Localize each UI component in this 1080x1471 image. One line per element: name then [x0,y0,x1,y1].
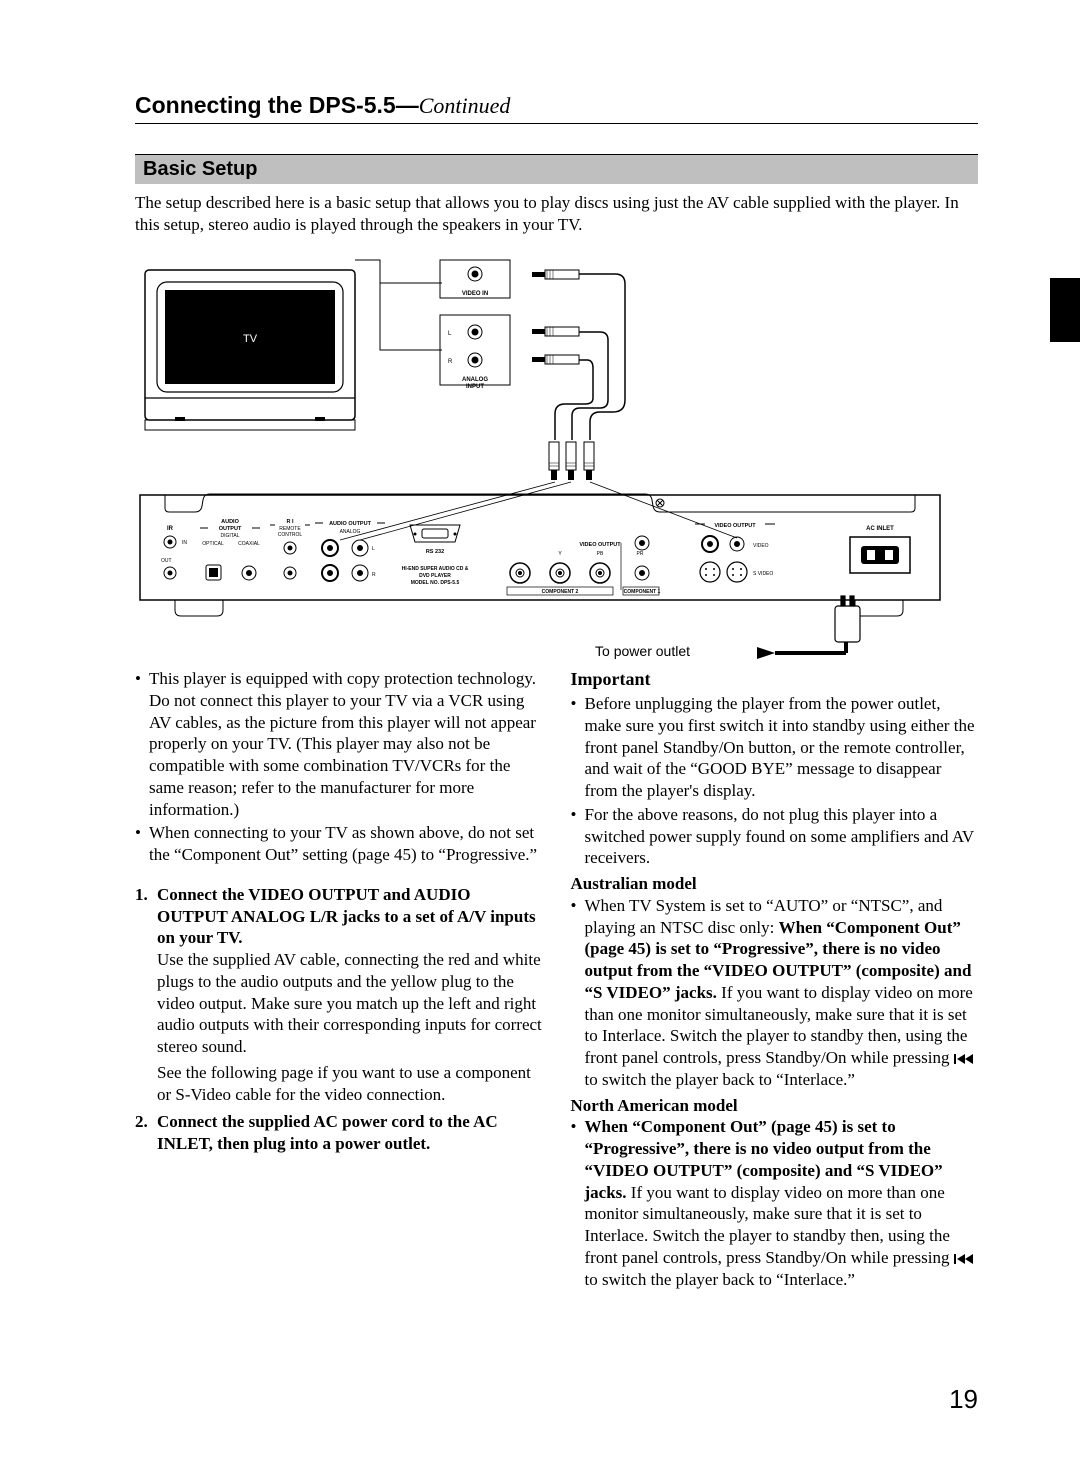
page-title-main: Connecting the DPS-5.5 [135,92,396,118]
svg-text:S VIDEO: S VIDEO [753,571,773,577]
skip-back-icon [954,1253,974,1265]
svg-text:DVD PLAYER: DVD PLAYER [419,573,451,579]
bullet-dot-icon: • [571,1116,585,1290]
cable-plugs-tv [532,270,579,364]
step-1-bold: Connect the VIDEO OUTPUT and AUDIO OUTPU… [157,885,536,948]
bullet-dot-icon: • [571,895,585,1091]
svg-text:COMPONENT 1: COMPONENT 1 [624,589,661,595]
na-post1: If you want to display video on more tha… [585,1183,954,1267]
svg-text:AC INLET: AC INLET [866,526,894,532]
leader-lines [340,482,737,540]
left-bullet-2: • When connecting to your TV as shown ab… [135,822,543,866]
svg-text:AUDIO OUTPUT: AUDIO OUTPUT [329,521,372,527]
svg-text:Y: Y [558,551,562,557]
svg-text:TV: TV [243,333,258,345]
north-american-model-label: North American model [571,1095,979,1117]
right-bullet-1: • Before unplugging the player from the … [571,693,979,802]
step-2: 2. Connect the supplied AC power cord to… [135,1111,543,1155]
svg-text:PB: PB [597,551,604,557]
aus-bullet-text: When TV System is set to “AUTO” or “NTSC… [585,895,979,1091]
page-title-header: Connecting the DPS-5.5—Continued [135,92,978,124]
svg-text:VIDEO OUTPUT: VIDEO OUTPUT [714,523,756,529]
svg-text:PR: PR [637,551,644,557]
svg-text:INPUT: INPUT [466,384,484,390]
svg-text:VIDEO: VIDEO [753,543,769,549]
bullet-dot-icon: • [135,822,149,866]
svg-text:RS 232: RS 232 [426,549,444,555]
step-1-para-2: See the following page if you want to us… [157,1062,543,1106]
svg-text:HI-END SUPER AUDIO CD &: HI-END SUPER AUDIO CD & [402,566,469,572]
left-bullet-2-text: When connecting to your TV as shown abov… [149,822,543,866]
page-number: 19 [949,1384,978,1415]
step-1: 1. Connect the VIDEO OUTPUT and AUDIO OU… [135,884,543,1110]
svg-text:R: R [448,359,453,365]
left-bullet-1: • This player is equipped with copy prot… [135,668,543,820]
svg-text:L: L [372,546,375,552]
svg-text:IR: IR [167,526,174,532]
bullet-dot-icon: • [571,804,585,869]
svg-text:R: R [372,572,376,578]
page-title-suffix: Continued [419,93,511,118]
right-bullet-2-text: For the above reasons, do not plug this … [585,804,979,869]
svg-text:VIDEO OUTPUT: VIDEO OUTPUT [579,542,621,548]
svg-text:ANALOG: ANALOG [462,377,488,383]
tv-illustration: TV [145,270,355,430]
svg-text:VIDEO IN: VIDEO IN [462,291,488,297]
aus-bullet: • When TV System is set to “AUTO” or “NT… [571,895,979,1091]
svg-text:COMPONENT 2: COMPONENT 2 [542,589,579,595]
svg-text:To power outlet: To power outlet [595,643,690,659]
svg-text:ANALOG: ANALOG [340,529,361,535]
na-post2: to switch the player back to “Interlace.… [585,1270,855,1289]
player-rear-panel: IR IN OUT AUDIO OUTPUT DIGITAL OPTICAL C… [140,494,940,616]
section-heading: Basic Setup [135,154,978,184]
tv-inputs: VIDEO IN L R ANALOG INPUT [355,260,510,390]
svg-text:COAXIAL: COAXIAL [238,541,260,547]
page-content: Connecting the DPS-5.5—Continued Basic S… [0,0,1080,1292]
left-bullet-1-text: This player is equipped with copy protec… [149,668,543,820]
step-1-number: 1. [135,884,157,1110]
step-2-body: Connect the supplied AC power cord to th… [157,1111,543,1155]
svg-text:R I: R I [286,519,294,525]
svg-text:OUT: OUT [161,558,172,564]
na-bullet-text: When “Component Out” (page 45) is set to… [585,1116,979,1290]
svg-text:CONTROL: CONTROL [278,532,303,538]
svg-text:AUDIO: AUDIO [221,519,239,525]
svg-text:OPTICAL: OPTICAL [202,541,224,547]
diagram-svg: TV VIDEO IN L R ANALOG INPUT [135,250,945,660]
step-1-para-1: Use the supplied AV cable, connecting th… [157,949,543,1058]
page-margin-mark [1050,278,1080,342]
step-2-number: 2. [135,1111,157,1155]
bullet-dot-icon: • [571,693,585,802]
step-1-body: Connect the VIDEO OUTPUT and AUDIO OUTPU… [157,884,543,1110]
svg-text:MODEL NO. DPS-5.5: MODEL NO. DPS-5.5 [411,580,460,586]
svg-text:IN: IN [182,540,187,546]
skip-back-icon [954,1053,974,1065]
svg-text:L: L [448,331,452,337]
svg-text:OUTPUT: OUTPUT [219,526,242,532]
intro-text: The setup described here is a basic setu… [135,192,978,236]
cable-lines [555,274,625,440]
right-bullet-2: • For the above reasons, do not plug thi… [571,804,979,869]
page-title-dash: — [396,92,419,118]
svg-text:DIGITAL: DIGITAL [220,533,239,539]
two-column-body: • This player is equipped with copy prot… [135,668,978,1292]
power-cord [775,596,860,653]
na-bullet: • When “Component Out” (page 45) is set … [571,1116,979,1290]
left-column: • This player is equipped with copy prot… [135,668,543,1292]
cable-plugs-player [549,442,594,480]
right-bullet-1-text: Before unplugging the player from the po… [585,693,979,802]
bullet-dot-icon: • [135,668,149,820]
step-2-bold: Connect the supplied AC power cord to th… [157,1112,498,1153]
arrow-left-icon [757,647,775,659]
important-heading: Important [571,668,979,691]
aus-post2: to switch the player back to “Interlace.… [585,1070,855,1089]
right-column: Important • Before unplugging the player… [571,668,979,1292]
australian-model-label: Australian model [571,873,979,895]
connection-diagram: TV VIDEO IN L R ANALOG INPUT [135,250,978,660]
